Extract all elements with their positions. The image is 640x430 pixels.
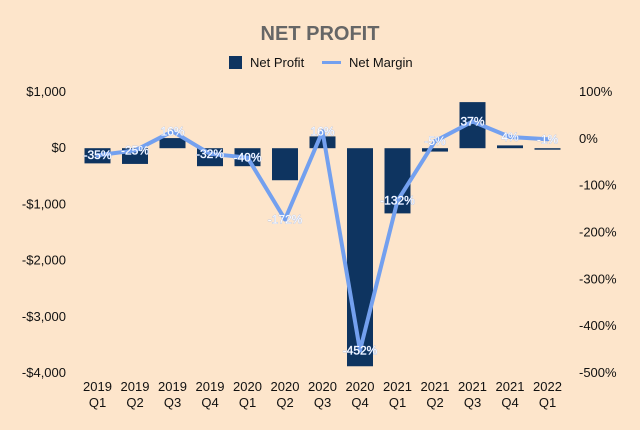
net-margin-data-label: -452% (343, 344, 378, 358)
net-margin-point (95, 153, 100, 158)
legend-label-net-margin: Net Margin (349, 55, 413, 70)
right-y-tick-label: -100% (579, 178, 617, 193)
net-margin-point (133, 148, 137, 153)
net-margin-data-label: 16% (310, 124, 334, 138)
left-y-tick-label: -$2,000 (22, 253, 66, 268)
net-margin-data-label: -1% (537, 132, 559, 146)
x-tick-quarter: Q2 (426, 395, 443, 410)
legend-swatch-net-profit (229, 56, 242, 69)
net-margin-data-label: 37% (460, 115, 484, 129)
net-margin-data-label: -5% (424, 134, 446, 148)
x-tick-year: 2019 (158, 379, 187, 394)
net-margin-data-label: 4% (501, 130, 519, 144)
net-margin-point (358, 348, 362, 353)
x-tick-quarter: Q2 (126, 395, 143, 410)
x-tick-quarter: Q4 (351, 395, 368, 410)
x-tick-quarter: Q1 (239, 395, 256, 410)
x-tick-year: 2021 (458, 379, 487, 394)
x-tick-quarter: Q2 (276, 395, 293, 410)
net-margin-data-label: -132% (380, 194, 415, 208)
x-tick-year: 2019 (83, 379, 112, 394)
x-tick-quarter: Q1 (389, 395, 406, 410)
x-tick-year: 2021 (421, 379, 450, 394)
right-y-tick-label: -200% (579, 225, 617, 240)
x-tick-year: 2019 (121, 379, 150, 394)
net-margin-data-label: -172% (268, 212, 303, 226)
net-margin-point (395, 198, 400, 203)
right-y-tick-label: 100% (579, 84, 613, 99)
net-margin-point (208, 151, 212, 156)
net-margin-point (283, 217, 287, 222)
net-margin-labels: -35% -25% 16% -32% -40% -172% 16% -452% -132% -5%… (83, 114, 559, 358)
legend-label-net-profit: Net Profit (250, 55, 305, 70)
right-y-tick-label: -400% (579, 318, 617, 333)
net-margin-point (508, 134, 512, 139)
x-axis: 2019Q12019Q22019Q32019Q42020Q12020Q22020… (83, 379, 562, 410)
net-margin-point (170, 129, 175, 134)
x-tick-year: 2020 (346, 379, 375, 394)
net-profit-bar (159, 138, 186, 149)
net-margin-point (545, 137, 550, 142)
left-y-axis: $1,000 $0 -$1,000 -$2,000 -$3,000 -$4,000 (22, 84, 66, 380)
x-tick-quarter: Q1 (89, 395, 106, 410)
chart-title: NET PROFIT (261, 23, 380, 45)
x-tick-year: 2020 (233, 379, 262, 394)
x-tick-year: 2020 (271, 379, 300, 394)
net-profit-bar (422, 148, 448, 152)
net-margin-point (320, 129, 325, 134)
net-profit-bar (272, 148, 298, 181)
x-tick-year: 2020 (308, 379, 337, 394)
net-margin-point (245, 155, 250, 160)
net-margin-series-line (95, 119, 550, 353)
right-y-tick-label: -300% (579, 271, 617, 286)
left-y-tick-label: $1,000 (26, 84, 66, 99)
x-tick-quarter: Q3 (314, 395, 331, 410)
net-margin-data-label: -40% (233, 151, 261, 165)
net-margin-point (433, 139, 437, 144)
net-margin-data-label: -32% (196, 147, 224, 161)
net-profit-bar (497, 145, 523, 149)
x-tick-year: 2019 (196, 379, 225, 394)
net-margin-data-label: 16% (160, 124, 184, 138)
net-margin-data-label: -25% (121, 144, 149, 158)
net-margin-data-label: -35% (83, 148, 111, 162)
net-profit-bar (347, 148, 373, 367)
x-tick-quarter: Q4 (201, 395, 218, 410)
right-y-tick-label: -500% (579, 365, 617, 380)
x-tick-year: 2021 (496, 379, 525, 394)
right-y-axis: 100% 0% -100% -200% -300% -400% -500% (579, 84, 617, 380)
x-tick-year: 2021 (383, 379, 412, 394)
right-y-tick-label: 0% (579, 131, 598, 146)
left-y-tick-label: -$3,000 (22, 309, 66, 324)
left-y-tick-label: -$1,000 (22, 196, 66, 211)
x-tick-quarter: Q3 (164, 395, 181, 410)
left-y-tick-label: -$4,000 (22, 365, 66, 380)
legend: Net Profit Net Margin (229, 55, 413, 70)
x-tick-quarter: Q1 (539, 395, 556, 410)
left-y-tick-label: $0 (52, 140, 66, 155)
x-tick-quarter: Q4 (501, 395, 518, 410)
x-tick-quarter: Q3 (464, 395, 481, 410)
x-tick-year: 2022 (533, 379, 562, 394)
net-profit-bar (534, 148, 561, 150)
net-margin-line (95, 119, 550, 353)
net-margin-point (470, 119, 475, 124)
